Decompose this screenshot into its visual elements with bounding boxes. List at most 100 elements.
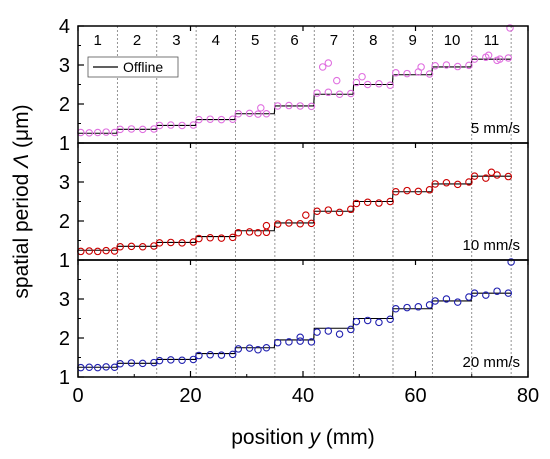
data-point (296, 333, 304, 341)
y-axis-title: spatial period Λ (μm) (10, 104, 33, 298)
data-point (414, 303, 423, 311)
panel-3: 1 2 3 20 mm/s (59, 258, 529, 389)
data-point (324, 59, 333, 67)
legend-box (87, 56, 179, 78)
panel-frame (77, 142, 529, 261)
data-point (307, 102, 316, 111)
data-point (335, 330, 344, 338)
data-point (507, 258, 515, 266)
data-point (442, 179, 451, 187)
data-point (150, 242, 158, 250)
data-point (296, 102, 304, 110)
region-label: 8 (369, 32, 377, 49)
x-axis-title: position y (mm) (231, 426, 375, 449)
data-point (167, 238, 175, 247)
data-point (93, 247, 102, 256)
data-point (262, 343, 271, 352)
data-point (425, 186, 434, 194)
data-point (257, 104, 265, 112)
y-tick-label: 2 (59, 328, 70, 350)
data-point (262, 110, 271, 118)
data-point (273, 220, 282, 228)
data-point (504, 54, 513, 62)
data-point (102, 128, 110, 136)
data-point (504, 172, 513, 181)
data-point (254, 345, 262, 354)
data-point (189, 238, 198, 246)
data-point (324, 327, 333, 335)
data-point (178, 121, 186, 130)
data-point (392, 188, 400, 196)
data-point (431, 297, 439, 305)
data-point (116, 242, 124, 251)
data-point (318, 63, 327, 71)
region-label: 4 (212, 32, 220, 49)
data-point (347, 89, 355, 98)
y-tick-label: 1 (59, 133, 70, 155)
y-tick-label: 2 (59, 94, 70, 116)
data-point (313, 89, 321, 97)
panel-frame (77, 259, 529, 378)
data-point (206, 115, 214, 123)
region-label: 3 (172, 32, 180, 49)
data-point (127, 359, 136, 367)
data-point (195, 351, 203, 360)
data-point (414, 187, 423, 196)
data-point (442, 61, 451, 69)
data-point (470, 289, 479, 297)
x-tick-label: 60 (404, 385, 426, 407)
data-point (206, 351, 214, 359)
legend-layer: Offline (87, 56, 179, 78)
data-point (453, 298, 462, 306)
data-point (307, 219, 316, 228)
data-point (85, 247, 94, 255)
data-point (93, 363, 102, 372)
data-point (465, 178, 473, 186)
data-point (363, 316, 372, 325)
data-point (155, 239, 164, 247)
speed-label: 10 mm/s (462, 237, 520, 254)
data-point (245, 228, 254, 236)
data-point (262, 228, 271, 237)
data-point (313, 207, 321, 216)
data-point (155, 121, 164, 130)
data-point (102, 246, 110, 255)
data-point (273, 102, 282, 110)
data-point (110, 128, 119, 137)
data-point (110, 247, 119, 255)
data-point (313, 328, 321, 336)
data-point (425, 301, 434, 309)
data-point (217, 234, 226, 242)
data-point (127, 125, 136, 133)
data-point (127, 242, 136, 251)
data-point (392, 69, 400, 77)
data-point (335, 208, 344, 217)
data-point (482, 174, 490, 182)
data-point (302, 211, 310, 219)
data-point (262, 221, 271, 230)
y-tick-label: 2 (59, 211, 70, 233)
data-point (234, 110, 243, 118)
data-point (347, 325, 355, 334)
y-tick-label: 3 (59, 289, 70, 311)
data-point (465, 293, 473, 301)
data-point (296, 219, 304, 228)
y-tick-label: 3 (59, 172, 70, 194)
data-point (138, 242, 147, 251)
panels-layer: 1 2 3 4 5 mm/s 1 2 3 10 mm/s 1 2 3 20 mm/s (59, 16, 529, 389)
panel-frame (77, 25, 529, 144)
data-point (352, 78, 361, 87)
region-label: 11 (484, 32, 500, 49)
data-point (403, 303, 411, 312)
data-point (324, 88, 333, 97)
data-point (195, 234, 203, 243)
y-tick-label: 1 (59, 367, 70, 389)
panel-2: 1 2 3 10 mm/s (59, 142, 529, 272)
data-point (234, 228, 243, 237)
data-point (496, 55, 504, 63)
data-point (504, 289, 513, 297)
data-point (228, 233, 237, 242)
